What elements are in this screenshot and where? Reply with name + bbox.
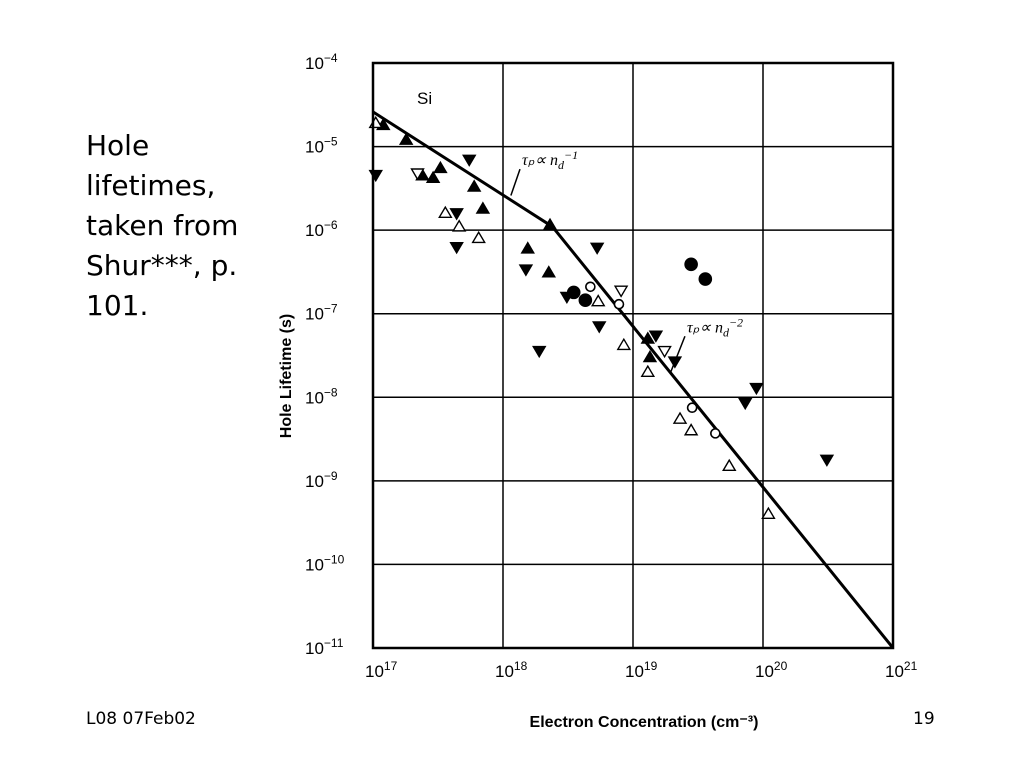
slide-caption: Hole lifetimes, taken from Shur***, p. 1… — [86, 126, 286, 326]
x-axis-title: Electron Concentration (cm⁻³) — [530, 714, 759, 731]
data-point-triangle-up-filled — [520, 241, 535, 254]
caption-line: Shur***, p. — [86, 249, 238, 282]
inset-label: Si — [417, 89, 432, 108]
caption-line: 101. — [86, 289, 149, 322]
data-point-triangle-up-filled — [433, 160, 448, 174]
data-point-triangle-up-open — [471, 230, 486, 244]
data-point-triangle-up-open — [368, 115, 383, 129]
data-point-circle-open — [585, 281, 596, 293]
data-point-circle-filled — [698, 272, 713, 286]
x-tick-label: 1021 — [885, 659, 918, 681]
x-tick-label: 1019 — [625, 659, 658, 681]
marker-layer — [368, 115, 835, 520]
data-point-triangle-down-filled — [592, 321, 607, 334]
data-point-triangle-up-open — [761, 506, 776, 520]
x-tick-label: 1020 — [755, 659, 788, 681]
data-point-circle-filled — [566, 285, 581, 300]
annotation-leader — [670, 335, 686, 373]
y-tick-label: 10−5 — [305, 135, 338, 157]
data-point-triangle-up-filled — [398, 132, 414, 145]
data-point-triangle-up-open — [616, 337, 632, 351]
data-point-triangle-up-open — [640, 364, 656, 378]
data-point-triangle-down-filled — [462, 154, 477, 167]
data-point-triangle-up-open — [672, 411, 688, 424]
y-tick-label: 10−11 — [305, 636, 344, 658]
y-tick-label: 10−8 — [305, 385, 338, 407]
caption-line: lifetimes, — [86, 169, 216, 202]
annotation-leader — [510, 168, 521, 196]
data-point-triangle-up-open — [722, 458, 737, 472]
data-point-triangle-down-filled — [589, 242, 605, 255]
data-point-triangle-down-filled — [819, 454, 835, 467]
data-point-triangle-up-filled — [475, 201, 491, 214]
data-point-triangle-up-filled — [541, 265, 557, 278]
data-point-triangle-up-open — [438, 205, 453, 218]
data-point-triangle-up-open — [590, 294, 606, 307]
data-point-triangle-down-filled — [449, 208, 464, 221]
fit-annotation: τₚ∝ nd−1 — [522, 148, 578, 172]
slide-page-number: 19 — [913, 709, 935, 729]
y-tick-label: 10−10 — [305, 552, 345, 574]
data-point-circle-filled — [684, 257, 698, 272]
y-tick-label: 10−7 — [305, 302, 338, 324]
data-point-circle-open — [686, 402, 698, 414]
caption-line: taken from — [86, 209, 239, 242]
data-point-circle-open — [613, 298, 625, 310]
data-point-triangle-down-filled — [749, 382, 764, 396]
data-point-triangle-down-filled — [368, 169, 383, 183]
y-tick-label: 10−9 — [305, 469, 338, 491]
data-point-triangle-down-open — [657, 345, 672, 359]
data-point-triangle-down-filled — [518, 264, 534, 277]
data-point-circle-open — [710, 428, 721, 439]
caption-line: Hole — [86, 129, 150, 162]
data-point-triangle-down-filled — [648, 330, 664, 343]
y-tick-label: 10−6 — [305, 218, 338, 240]
data-point-triangle-up-filled — [425, 170, 441, 183]
data-point-triangle-down-filled — [449, 242, 464, 255]
data-point-triangle-down-open — [613, 285, 629, 298]
data-point-triangle-down-filled — [532, 345, 547, 359]
label-layer: 1017 1018 1019 1020 1021 10−4 10−5 10−6 10−7 10−8… — [305, 51, 918, 681]
plot-frame — [371, 61, 895, 650]
data-point-triangle-up-filled — [466, 179, 482, 192]
y-tick-label: 10−4 — [305, 51, 338, 73]
data-point-triangle-up-open — [451, 219, 467, 232]
data-point-triangle-up-filled — [640, 331, 656, 344]
fit-annotation: τₚ∝ nd−2 — [687, 315, 743, 339]
x-tick-label: 1017 — [365, 659, 398, 681]
data-point-triangle-up-filled — [542, 217, 558, 230]
grid-layer — [372, 62, 894, 649]
data-point-triangle-down-open — [410, 168, 425, 181]
x-tick-label: 1018 — [495, 659, 528, 681]
footer-date-label: L08 07Feb02 — [86, 709, 196, 729]
data-point-circle-filled — [578, 293, 593, 308]
data-point-triangle-up-open — [683, 423, 699, 436]
data-point-triangle-up-filled — [642, 350, 658, 363]
data-point-triangle-down-filled — [738, 397, 753, 411]
y-axis-title: Hole Lifetime (s) — [278, 314, 295, 438]
